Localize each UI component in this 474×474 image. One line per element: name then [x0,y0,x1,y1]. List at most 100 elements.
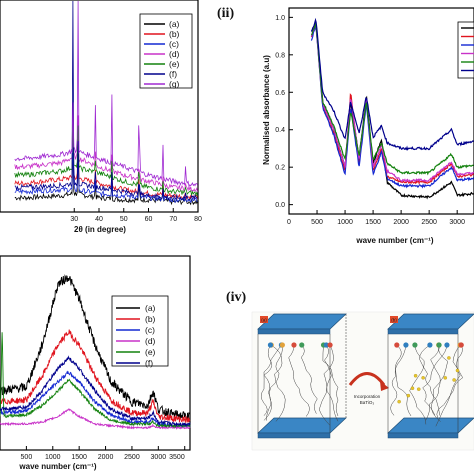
ftir-x-ticks: 0 500 1000 1500 2000 2500 3000 [287,210,465,226]
polymer-chain [419,344,441,416]
xrd-x-tick-label: 70 [169,216,177,223]
raman-series-line [0,355,191,428]
batio3-particle [397,399,401,404]
chain-end-bead [412,342,418,348]
ftir-y-ticks: 0.0 0.2 0.4 0.6 0.8 1.0 [275,15,293,209]
ftir-y-tick-label: 0.0 [275,202,285,209]
capacitor-b-tag-box [390,316,398,323]
raman-x-tick-label: 3500 [169,454,185,461]
ftir-x-tick-label: 1500 [365,219,381,226]
raman-x-tick-label: 500 [21,454,33,461]
raman-x-tick-label: 1500 [71,454,87,461]
chain-end-bead [444,342,450,348]
xrd-x-tick-label: 30 [70,216,78,223]
raman-x-tick-label: 2000 [98,454,114,461]
xrd-series-line [14,118,198,197]
incorporation-arrow: Incorporation BaTiO₃ [348,372,389,405]
polymer-chain [322,344,339,417]
xrd-legend-label: (b) [169,29,180,39]
ftir-series-line [310,17,474,151]
polymer-chain [288,344,310,417]
ftir-y-tick-label: 0.8 [275,52,285,59]
ftir-x-tick-label: 500 [311,219,323,226]
ftir-legend [457,21,474,79]
batio3-particle [406,393,411,398]
schematic-diagram: (a) Incorporation BaTiO₃ (b) [251,311,474,451]
chain-end-bead [458,342,464,348]
polymer-chain [263,344,283,421]
chain-end-bead [323,342,329,348]
ftir-x-tick-label: 0 [287,219,291,226]
xrd-x-tick-label: 50 [120,216,128,223]
batio3-particle [421,376,425,380]
ftir-series-line [310,22,474,183]
ftir-series-line [310,21,474,200]
ftir-y-tick-label: 0.2 [275,165,285,172]
chain-end-bead [299,342,305,348]
raman-legend-label: (c) [145,325,155,335]
polymer-chain [318,344,332,426]
chain-end-bead [291,342,297,348]
raman-legend: (a)(b)(c)(d)(e)(f) [111,295,169,368]
arrow-text-line2: BaTiO₃ [360,400,375,405]
capacitor-b-top-plate-side [387,328,459,335]
ftir-y-tick-label: 0.4 [275,127,285,134]
polymer-chain [425,344,441,421]
polymer-chain [260,344,282,416]
xrd-legend-label: (c) [169,39,179,49]
polymer-chain [436,344,464,418]
ftir-x-tick-label: 3000 [449,219,465,226]
raman-series-line [0,329,191,423]
ftir-x-tick-label: 1000 [337,219,353,226]
raman-legend-box [111,295,169,367]
polymer-chain [263,344,273,421]
capacitor-a-tag-box [260,316,268,323]
polymer-chain [395,344,412,417]
xrd-legend-box [139,13,193,89]
capacitor-b-bottom-plate-side [387,432,459,439]
chain-end-bead [267,342,274,348]
batio3-particle [410,386,415,391]
xrd-x-ticks: 30 40 50 60 70 80 [70,208,202,223]
arrow-text-line1: Incorporation [354,394,381,399]
chain-end-bead [436,342,442,348]
capacitor-b-tag: (b) [391,318,397,323]
polymer-chain [390,344,407,416]
polymer-chain [300,344,318,414]
xrd-series-line [14,0,198,201]
xrd-x-tick-label: 40 [95,216,103,223]
raman-legend-label: (a) [145,303,156,313]
raman-legend-label: (d) [145,336,156,346]
chain-end-bead [279,342,285,348]
xrd-series-line [14,0,198,188]
chain-end-bead [427,342,433,348]
raman-series-line [0,332,191,429]
polymer-chain [422,344,448,416]
ftir-plot-frame [288,7,474,215]
polymer-chains-a [260,342,339,426]
batio3-particle [455,368,460,373]
raman-x-axis-label: wave number (cm⁻¹) [18,462,96,471]
capacitor-a-top-plate-side [257,328,331,335]
ftir-y-tick-label: 1.0 [275,15,285,22]
raman-series-group [0,274,191,430]
panel-label-ii: (ii) [217,6,234,21]
arrow-head-icon [380,381,389,391]
raman-legend-label: (f) [145,358,153,368]
chain-end-bead [394,342,400,348]
ftir-x-axis-label: wave number (cm⁻¹) [355,236,433,245]
batio3-particle [452,378,456,382]
raman-legend-label: (e) [145,347,156,357]
ftir-series-line [310,24,474,189]
ftir-series-line [310,21,474,176]
xrd-x-tick-label: 80 [194,216,202,223]
xrd-legend: (a)(b)(c)(d)(e)(f)(g) [139,13,193,89]
raman-x-tick-label: 2500 [124,454,140,461]
polymer-chain [431,344,448,422]
ftir-chart: 0 500 1000 1500 2000 2500 3000 0.0 0.2 0.4 0.6 0.8… [262,7,474,245]
capacitor-a-bottom-plate-side [257,432,331,439]
raman-plot-frame [0,255,191,451]
raman-x-tick-label: 1000 [45,454,61,461]
capacitor-a-tag: (a) [261,318,267,323]
